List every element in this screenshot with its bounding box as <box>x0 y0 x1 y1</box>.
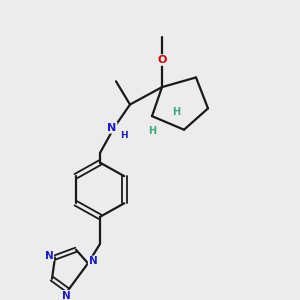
Text: O: O <box>157 55 167 65</box>
Text: H: H <box>172 107 180 117</box>
Text: N: N <box>61 291 70 300</box>
Text: N: N <box>107 123 117 133</box>
Text: N: N <box>45 250 53 260</box>
Text: H: H <box>148 126 156 136</box>
Text: N: N <box>88 256 98 266</box>
Text: H: H <box>120 131 128 140</box>
